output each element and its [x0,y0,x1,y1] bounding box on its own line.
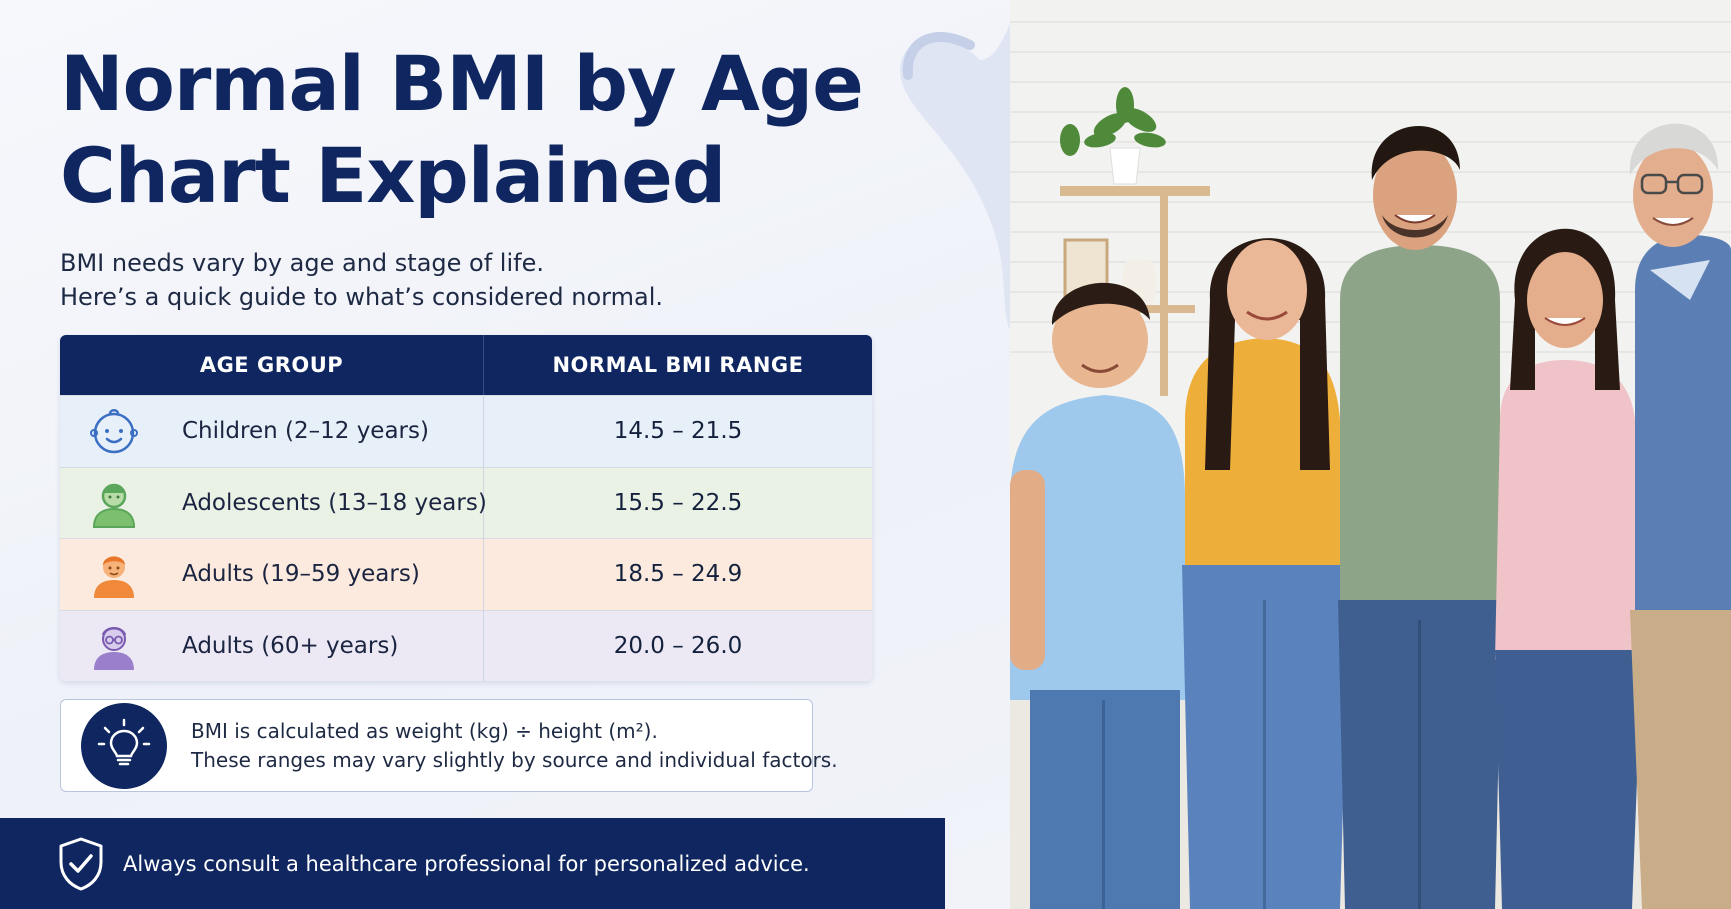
note-line-2: These ranges may vary slightly by source… [191,747,838,772]
age-group-cell: Adults (19–59 years) [60,539,484,610]
teen-person-icon [92,483,136,528]
lightbulb-icon [81,702,167,789]
note-line-1: BMI is calculated as weight (kg) ÷ heigh… [191,718,658,743]
table-row-children: Children (2–12 years) 14.5 – 21.5 [60,395,872,467]
page-title: Normal BMI by Age Chart Explained [60,38,940,222]
footer-banner: Always consult a healthcare professional… [0,818,945,909]
senior-person-icon [94,626,134,670]
table-row-seniors: Adults (60+ years) 20.0 – 26.0 [60,609,872,681]
decorative-wave [900,23,1010,330]
age-group-label: Children (2–12 years) [182,418,429,445]
family-photo [1010,0,1731,909]
bmi-range-value: 18.5 – 24.9 [613,561,743,588]
subtitle-line-1: BMI needs vary by age and stage of life. [60,249,544,277]
age-group-label: Adolescents (13–18 years) [182,489,487,516]
bmi-range-value: 20.0 – 26.0 [613,632,743,659]
bmi-range-value: 15.5 – 22.5 [613,489,743,516]
subtitle-line-2: Here’s a quick guide to what’s considere… [60,283,663,311]
age-group-cell: Adolescents (13–18 years) [60,467,487,538]
note-text: BMI is calculated as weight (kg) ÷ heigh… [191,717,838,775]
age-group-cell: Children (2–12 years) [60,396,484,467]
table-row-adolescents: Adolescents (13–18 years) 15.5 – 22.5 [60,466,872,538]
age-group-label: Adults (60+ years) [182,632,399,659]
bmi-table: AGE GROUP NORMAL BMI RANGE Children (2–1… [60,335,872,681]
title-line-1: Normal BMI by Age [60,39,864,128]
title-line-2: Chart Explained [60,131,726,220]
table-row-adults: Adults (19–59 years) 18.5 – 24.9 [60,538,872,610]
table-header: AGE GROUP NORMAL BMI RANGE [60,335,872,395]
footer-text: Always consult a healthcare professional… [123,851,810,876]
header-bmi-range: NORMAL BMI RANGE [552,353,804,377]
calculation-note: BMI is calculated as weight (kg) ÷ heigh… [60,699,838,792]
baby-face-icon [90,409,138,454]
adult-person-icon [94,556,134,599]
header-age-group: AGE GROUP [60,335,484,395]
age-group-label: Adults (19–59 years) [182,561,420,588]
page-subtitle: BMI needs vary by age and stage of life.… [60,246,920,314]
age-group-cell: Adults (60+ years) [60,610,484,681]
bmi-range-value: 14.5 – 21.5 [613,418,743,445]
shield-check-icon [59,837,103,890]
